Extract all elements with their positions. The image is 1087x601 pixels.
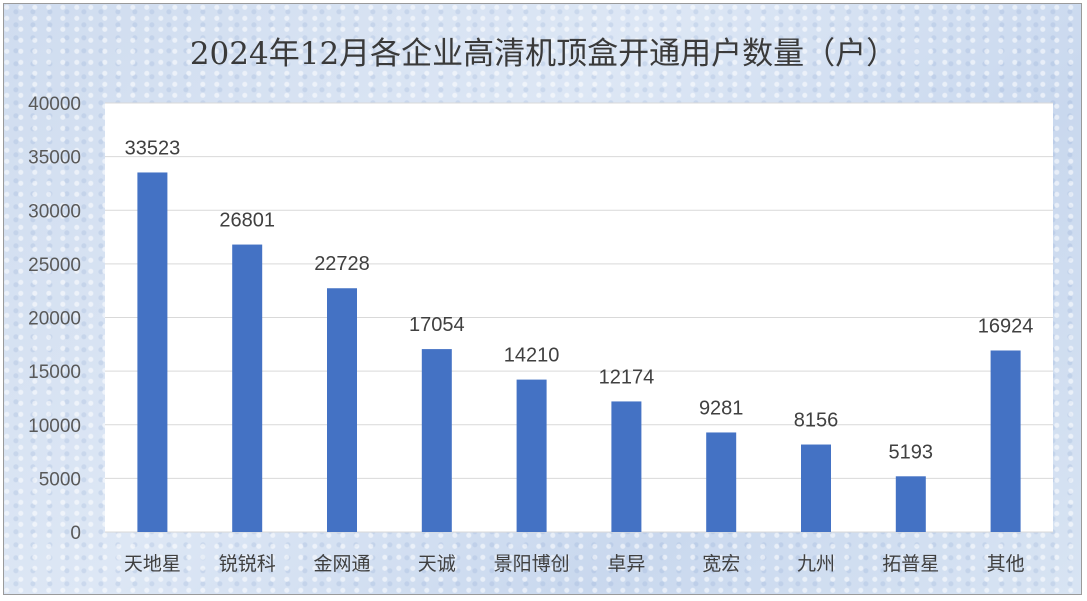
y-tick-label: 35000	[28, 148, 81, 169]
bar	[327, 288, 357, 532]
bar	[232, 244, 263, 533]
y-tick-label: 5000	[39, 469, 81, 490]
x-category-label: 其他	[987, 553, 1025, 575]
data-label: 14210	[504, 345, 560, 367]
bar	[895, 476, 926, 532]
y-tick-label: 25000	[28, 255, 81, 276]
data-label: 26801	[219, 210, 275, 232]
y-tick-label: 20000	[28, 309, 81, 330]
y-axis-ticks: 0 5000 10000 15000 20000 25000 30000 35000 40000	[28, 94, 81, 544]
y-tick-label: 15000	[28, 362, 81, 383]
x-category-label: 卓异	[607, 553, 645, 575]
y-tick-label: 10000	[28, 416, 81, 437]
data-label: 8156	[794, 410, 839, 432]
bar	[611, 401, 642, 532]
bar	[706, 432, 737, 532]
data-labels: 33523 26801 22728 17054 14210 12174 9281 8156 51…	[125, 137, 1034, 463]
data-label: 17054	[409, 314, 465, 336]
bars	[137, 172, 1021, 533]
data-label: 16924	[978, 315, 1034, 337]
data-label: 22728	[314, 253, 370, 275]
chart-title: 2024年12月各企业高清机顶盒开通用户数量（户）	[189, 36, 898, 72]
x-category-label: 景阳博创	[494, 553, 570, 575]
x-category-label: 宽宏	[702, 553, 740, 575]
data-label: 33523	[125, 137, 181, 159]
x-category-label: 拓普星	[882, 553, 939, 575]
gridlines	[105, 102, 1053, 533]
bar	[990, 350, 1021, 532]
data-label: 5193	[889, 441, 934, 463]
y-tick-label: 30000	[28, 201, 81, 222]
x-category-label: 锐锐科	[219, 553, 276, 575]
y-tick-label: 40000	[28, 94, 81, 115]
data-label: 12174	[599, 366, 655, 388]
data-label: 9281	[699, 397, 744, 419]
x-category-label: 九州	[797, 553, 835, 575]
y-tick-label: 0	[70, 523, 81, 544]
bar	[516, 379, 547, 532]
bar	[421, 349, 452, 532]
bar	[801, 444, 831, 532]
x-category-label: 天地星	[124, 553, 181, 575]
x-category-label: 金网通	[313, 553, 370, 575]
bar	[137, 172, 168, 532]
x-category-label: 天诚	[418, 553, 456, 575]
x-axis-categories: 天地星 锐锐科 金网通 天诚 景阳博创 卓异 宽宏 九州 拓普星 其他	[124, 553, 1025, 575]
